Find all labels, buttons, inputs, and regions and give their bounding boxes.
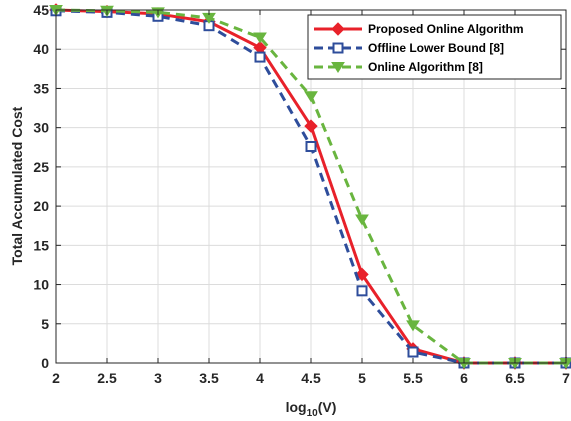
legend-marker-online-algorithm — [331, 62, 345, 74]
y-axis-ticks: 0 5 10 15 20 25 30 35 40 45 — [33, 2, 566, 371]
x-tick-label: 4 — [256, 370, 264, 386]
y-tick-label: 5 — [41, 316, 49, 332]
y-tick-label: 15 — [33, 237, 49, 253]
data-point-proposed-online — [355, 267, 369, 282]
y-tick-label: 0 — [41, 355, 49, 371]
data-point-online-algorithm — [406, 320, 420, 332]
data-point-offline-lower-bound — [407, 346, 419, 358]
x-axis-title-subscript: 10 — [307, 408, 319, 419]
x-tick-label: 5 — [358, 370, 366, 386]
x-tick-label: 3.5 — [199, 370, 219, 386]
legend-label-proposed-online: Proposed Online Algorithm — [368, 22, 524, 36]
x-axis-ticks: 2 2.5 3 3.5 4 4.5 5 5.5 6 6.5 7 — [52, 10, 570, 386]
x-tick-label: 6.5 — [505, 370, 525, 386]
legend-label-online-algorithm: Online Algorithm [8] — [368, 60, 483, 74]
x-axis-title: log10(V) — [286, 399, 337, 419]
x-tick-label: 2.5 — [97, 370, 117, 386]
legend-marker-proposed-online — [331, 22, 345, 36]
legend-marker-offline-lower-bound — [332, 42, 344, 54]
y-tick-label: 25 — [33, 159, 49, 175]
legend: Proposed Online Algorithm Offline Lower B… — [307, 14, 562, 80]
y-tick-label: 35 — [33, 80, 49, 96]
data-point-offline-lower-bound — [254, 51, 266, 63]
y-tick-label: 30 — [33, 120, 49, 136]
data-point-offline-lower-bound — [356, 285, 368, 297]
data-point-online-algorithm — [304, 91, 318, 103]
x-tick-label: 4.5 — [301, 370, 321, 386]
data-point-offline-lower-bound — [305, 140, 317, 152]
x-axis-title-main: log — [286, 399, 307, 415]
legend-label-offline-lower-bound: Offline Lower Bound [8] — [368, 41, 504, 55]
data-point-online-algorithm — [355, 214, 369, 226]
y-tick-label: 10 — [33, 277, 49, 293]
x-axis-title-suffix: (V) — [318, 399, 337, 415]
y-axis-title: Total Accumulated Cost — [9, 106, 25, 265]
x-tick-label: 3 — [154, 370, 162, 386]
data-point-online-algorithm — [253, 32, 267, 44]
y-tick-label: 45 — [33, 2, 49, 18]
y-tick-label: 20 — [33, 198, 49, 214]
x-tick-label: 7 — [562, 370, 570, 386]
x-tick-label: 2 — [52, 370, 60, 386]
data-point-proposed-online — [304, 119, 318, 133]
x-tick-label: 5.5 — [403, 370, 423, 386]
y-tick-label: 40 — [33, 41, 49, 57]
x-tick-label: 6 — [460, 370, 468, 386]
